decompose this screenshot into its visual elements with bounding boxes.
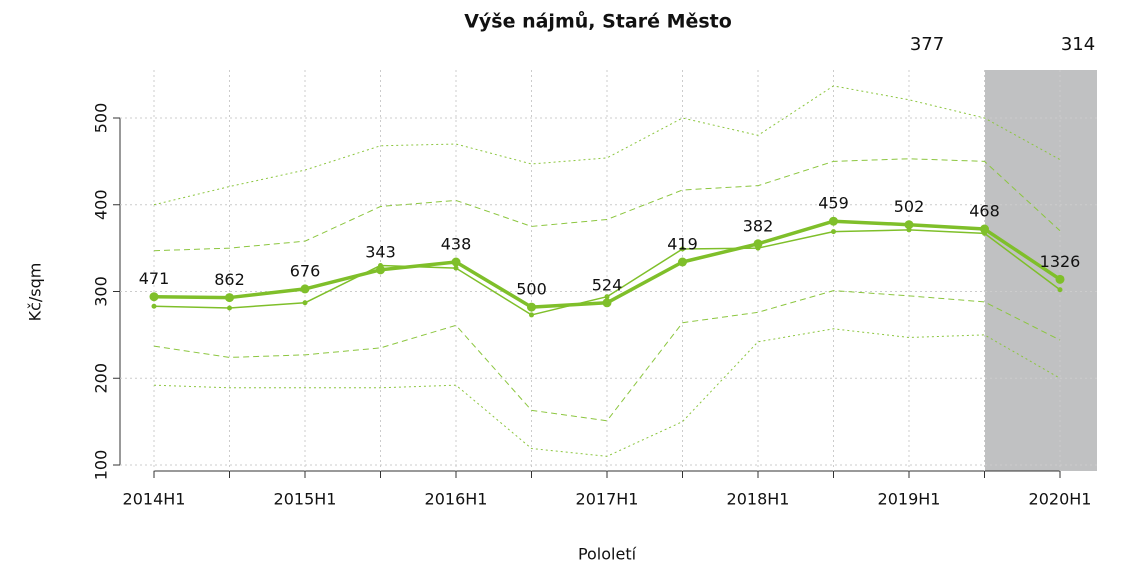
series-point (227, 305, 232, 311)
point-label: 419 (667, 235, 698, 254)
point-label: 502 (894, 197, 925, 216)
series-point (529, 312, 534, 318)
series-point (980, 224, 989, 234)
point-label: 676 (290, 261, 321, 280)
series-point (527, 302, 536, 312)
series-point (151, 303, 157, 309)
top-label: 377 (910, 34, 944, 55)
x-tick-label: 2014H1 (123, 490, 186, 509)
series-line (153, 290, 1061, 422)
y-tick-label: 200 (92, 363, 111, 394)
series-point (829, 216, 838, 226)
x-tick-label: 2015H1 (274, 490, 337, 509)
point-label: 862 (214, 270, 245, 289)
series-point (1057, 287, 1063, 293)
x-tick-label: 2019H1 (878, 490, 941, 509)
series-line (153, 328, 1061, 457)
chart-title: Výše nájmů, Staré Město (464, 10, 732, 33)
y-tick-label: 100 (92, 450, 111, 481)
x-tick-label: 2017H1 (576, 490, 639, 509)
point-label: 438 (441, 235, 472, 254)
series-point (302, 300, 308, 306)
x-tick-label: 2016H1 (425, 490, 488, 509)
series-point (376, 265, 385, 275)
y-tick-label: 300 (92, 276, 111, 307)
point-label: 524 (592, 275, 623, 294)
point-label: 471 (139, 269, 170, 288)
point-label: 343 (365, 242, 396, 261)
series-point (300, 284, 310, 294)
point-label: 500 (516, 280, 547, 299)
top-label: 314 (1061, 34, 1095, 55)
x-axis-label: Pololetí (578, 545, 637, 564)
series-point (451, 257, 461, 267)
series-point (149, 292, 159, 302)
series-point (680, 246, 685, 252)
series-point (602, 298, 612, 308)
point-label: 468 (969, 202, 1000, 221)
point-label: 459 (818, 194, 849, 213)
x-tick-label: 2018H1 (727, 490, 790, 509)
series-point (1055, 274, 1065, 284)
series-point (225, 293, 234, 303)
y-axis-label: Kč/sqm (26, 263, 45, 322)
shaded-period (985, 70, 1097, 471)
point-label: 1326 (1040, 252, 1081, 271)
series-point (604, 294, 610, 300)
series-point (678, 257, 687, 267)
point-label: 382 (743, 216, 774, 235)
x-tick-label: 2020H1 (1029, 490, 1092, 509)
series-point (753, 239, 763, 249)
series-point (453, 265, 459, 271)
series-point (904, 220, 914, 230)
y-tick-label: 400 (92, 189, 111, 220)
series-point (831, 229, 836, 235)
series-line (153, 158, 1061, 252)
y-tick-label: 500 (92, 103, 111, 134)
